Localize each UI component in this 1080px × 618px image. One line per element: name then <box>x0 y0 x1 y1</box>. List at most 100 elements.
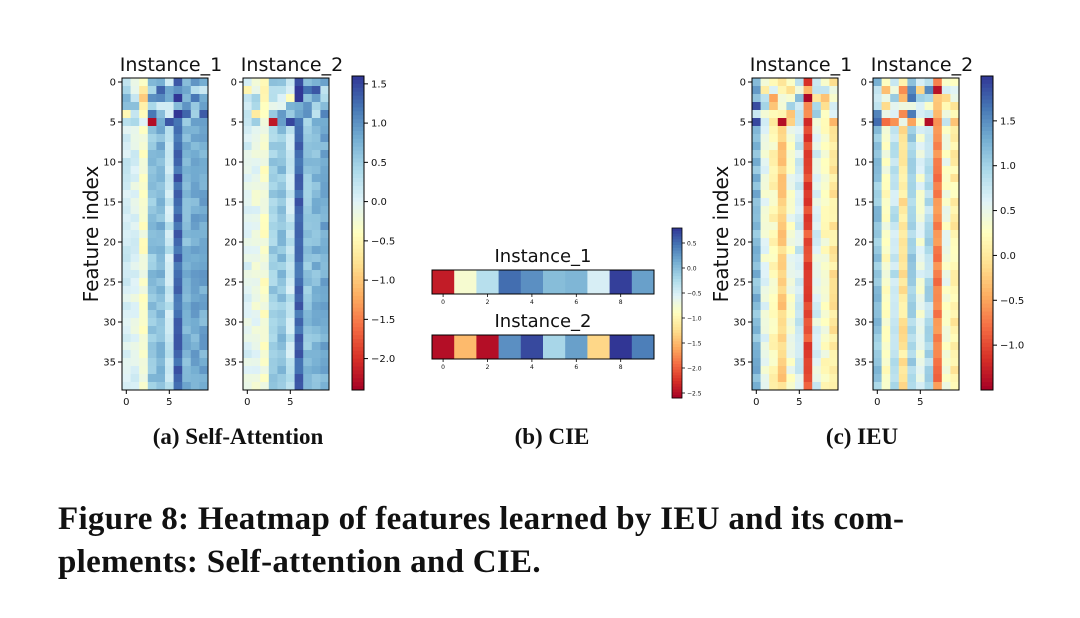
cie-cell <box>587 270 610 294</box>
heatmap-cell <box>950 78 960 87</box>
colorbar-segment <box>981 142 993 148</box>
heatmap-cell <box>199 134 209 143</box>
heatmap-cell <box>165 238 174 247</box>
heatmap-cell <box>173 94 183 103</box>
heatmap-cell <box>752 278 761 287</box>
heatmap-cell <box>795 254 804 263</box>
heatmap-cell <box>251 318 261 327</box>
colorbar-segment <box>981 327 993 332</box>
colorbar-segment <box>352 276 364 281</box>
heatmap-cell <box>890 102 900 111</box>
colorbar-tick-label: −1.5 <box>687 341 702 348</box>
heatmap-cell <box>173 150 183 159</box>
caption-line-1: Figure 8: Heatmap of features learned by… <box>58 501 905 537</box>
heatmap-cell <box>130 254 140 263</box>
heatmap-cell <box>277 214 287 223</box>
heatmap-cell <box>924 94 934 103</box>
colorbar-segment <box>981 107 993 112</box>
heatmap-cell <box>916 326 925 335</box>
heatmap-cell <box>286 286 295 295</box>
heatmap-cell <box>916 198 925 207</box>
heatmap-cell <box>251 350 261 359</box>
heatmap-cell <box>795 358 804 367</box>
colorbar-segment <box>981 291 993 297</box>
heatmap-cell <box>122 174 131 183</box>
heatmap-cell <box>786 366 796 375</box>
heatmap-cell <box>251 334 261 343</box>
heatmap-cell <box>190 78 200 87</box>
heatmap-cell <box>812 310 822 319</box>
heatmap-cell <box>820 334 830 343</box>
heatmap-cell <box>182 374 192 383</box>
heatmap-cell <box>190 102 200 111</box>
heatmap-cell <box>769 110 779 119</box>
heatmap-cell <box>156 94 166 103</box>
heatmap-cell <box>190 198 200 207</box>
colorbar-segment <box>352 99 364 104</box>
colorbar-segment <box>981 280 993 285</box>
heatmap-cell <box>139 294 149 303</box>
heatmap-cell <box>803 270 813 279</box>
heatmap-cell <box>311 326 321 335</box>
heatmap-cell <box>795 246 804 255</box>
heatmap-cell <box>898 238 908 247</box>
colorbar-tick-label: −2.5 <box>687 391 702 398</box>
heatmap-cell <box>182 326 192 335</box>
colorbar-segment <box>981 240 993 246</box>
heatmap-cell <box>286 310 295 319</box>
heatmap-cell <box>820 110 830 119</box>
heatmap-cell <box>829 270 839 279</box>
heatmap-cell <box>820 86 830 95</box>
heatmap-cell <box>303 198 313 207</box>
heatmap-cell <box>760 206 770 215</box>
heatmap-cell <box>311 302 321 311</box>
heatmap-cell <box>243 318 252 327</box>
heatmap-cell <box>907 118 917 127</box>
heatmap-cell <box>122 110 131 119</box>
heatmap-cell <box>268 158 278 167</box>
heatmap-cell <box>147 182 157 191</box>
heatmap-cell <box>251 366 261 375</box>
heatmap-cell <box>147 102 157 111</box>
heatmap-cell <box>147 278 157 287</box>
heatmap-cell <box>165 278 174 287</box>
heatmap-cell <box>950 126 960 135</box>
heatmap-cell <box>760 158 770 167</box>
heatmap-cell <box>320 350 330 359</box>
heatmap-cell <box>173 158 183 167</box>
heatmap-cell <box>165 358 174 367</box>
heatmap-cell <box>260 334 270 343</box>
heatmap-cell <box>829 238 839 247</box>
heatmap-cell <box>190 286 200 295</box>
heatmap-cell <box>199 150 209 159</box>
heatmap-cell <box>795 182 804 191</box>
heatmap-cell <box>829 318 839 327</box>
heatmap-cell <box>786 206 796 215</box>
heatmap-cell <box>760 102 770 111</box>
heatmap-cell <box>303 262 313 271</box>
heatmap-cell <box>156 326 166 335</box>
colorbar-segment <box>981 260 993 265</box>
heatmap-cell <box>303 166 313 175</box>
heatmap-cell <box>933 118 943 127</box>
heatmap-cell <box>294 326 304 335</box>
heatmap-cell <box>320 134 330 143</box>
heatmap-cell <box>786 110 796 119</box>
heatmap-cell <box>147 78 157 87</box>
cie-cell <box>476 335 499 359</box>
heatmap-cell <box>311 366 321 375</box>
heatmap-cell <box>268 166 278 175</box>
heatmap-frame <box>121 77 209 391</box>
heatmap-cell <box>812 302 822 311</box>
heatmap-cell <box>812 350 822 359</box>
heatmap-cell <box>286 358 295 367</box>
colorbar-segment <box>981 252 993 257</box>
heatmap-cell <box>873 286 882 295</box>
heatmap-cell <box>769 190 779 199</box>
heatmap-cell <box>795 230 804 239</box>
heatmap-cell <box>829 334 839 343</box>
colorbar-segment <box>672 315 682 320</box>
heatmap-cell <box>907 78 917 87</box>
heatmap-cell <box>286 334 295 343</box>
heatmap-cell <box>130 110 140 119</box>
